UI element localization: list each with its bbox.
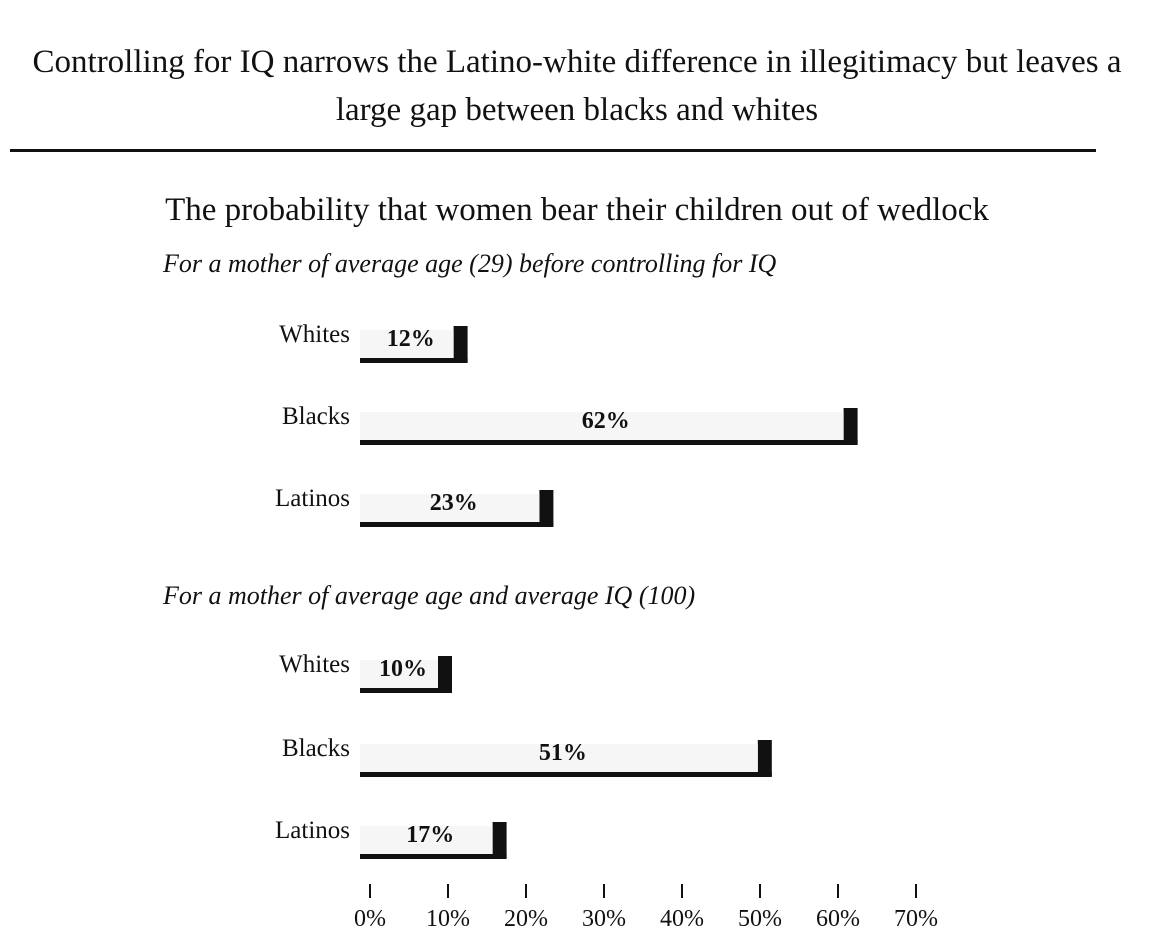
bar-edge bbox=[539, 490, 554, 526]
bar-edge bbox=[757, 740, 772, 776]
x-tick-label: 40% bbox=[660, 906, 704, 932]
bar-base bbox=[360, 854, 507, 859]
bar-fill bbox=[360, 494, 540, 522]
x-tick-label: 50% bbox=[738, 906, 782, 932]
bar-edge bbox=[492, 822, 507, 858]
value-label: 23% bbox=[430, 490, 478, 516]
bar-fill bbox=[360, 330, 454, 358]
bar-fill bbox=[360, 412, 844, 440]
category-label: Whites bbox=[279, 651, 350, 678]
bar-base bbox=[360, 522, 554, 527]
bar-base bbox=[360, 440, 858, 445]
x-tick-label: 70% bbox=[894, 906, 938, 932]
chart-subtitle: The probability that women bear their ch… bbox=[165, 192, 989, 228]
bar-base bbox=[360, 772, 772, 777]
bar-edge bbox=[843, 408, 858, 444]
panel-label-1: For a mother of average age (29) before … bbox=[162, 249, 777, 278]
bar-base bbox=[360, 688, 452, 693]
x-tick-label: 60% bbox=[816, 906, 860, 932]
category-label: Blacks bbox=[282, 735, 350, 762]
title-divider bbox=[10, 149, 1096, 152]
bar-fill bbox=[360, 826, 493, 854]
category-label: Blacks bbox=[282, 403, 350, 430]
value-label: 10% bbox=[379, 656, 427, 682]
x-tick-label: 0% bbox=[354, 906, 386, 932]
value-label: 12% bbox=[387, 326, 435, 352]
bar-edge bbox=[453, 326, 468, 362]
bar-fill bbox=[360, 744, 758, 772]
bar-edge bbox=[438, 656, 452, 692]
value-label: 17% bbox=[406, 822, 454, 848]
category-label: Latinos bbox=[275, 485, 350, 512]
bar-base bbox=[360, 358, 468, 363]
panel-label-2: For a mother of average age and average … bbox=[162, 581, 695, 610]
value-label: 51% bbox=[539, 740, 587, 766]
category-label: Whites bbox=[279, 321, 350, 348]
x-tick-label: 10% bbox=[426, 906, 470, 932]
value-label: 62% bbox=[582, 408, 630, 434]
category-label: Latinos bbox=[275, 817, 350, 844]
x-tick-label: 20% bbox=[504, 906, 548, 932]
x-tick-label: 30% bbox=[582, 906, 626, 932]
bar-fill bbox=[360, 660, 438, 688]
chart-title: Controlling for IQ narrows the Latino-wh… bbox=[32, 44, 1122, 128]
